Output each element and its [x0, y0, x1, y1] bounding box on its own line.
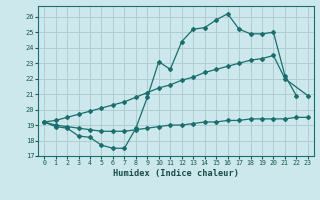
- X-axis label: Humidex (Indice chaleur): Humidex (Indice chaleur): [113, 169, 239, 178]
